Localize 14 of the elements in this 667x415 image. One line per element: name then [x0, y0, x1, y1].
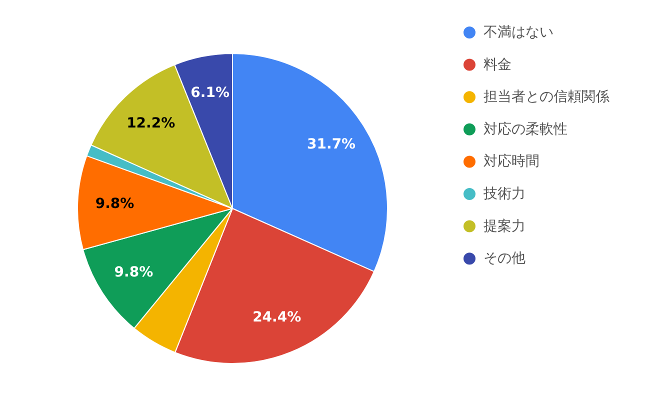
- legend-label: 担当者との信頼関係: [484, 89, 610, 106]
- data-label: 9.8%: [114, 264, 154, 281]
- data-label: 12.2%: [126, 116, 176, 132]
- data-label: 6.1%: [190, 84, 230, 101]
- legend-label: 技術力: [482, 186, 526, 202]
- legend-label: その他: [484, 250, 526, 267]
- data-label: 9.8%: [95, 196, 134, 212]
- legend-label: 不満はない: [484, 24, 554, 40]
- legend-label: 料金: [484, 56, 512, 73]
- data-label: 24.4%: [252, 310, 302, 326]
- legend-label: 提案力: [484, 217, 526, 234]
- legend-label: 対応時間: [484, 154, 540, 170]
- legend-label: 対応の柔軟性: [484, 121, 568, 138]
- data-label: 31.7%: [307, 136, 356, 152]
